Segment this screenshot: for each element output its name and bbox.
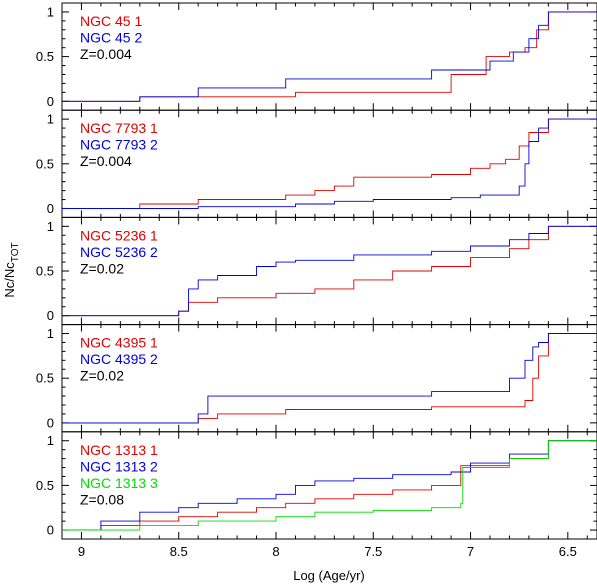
y-axis-title-main: Nc/Nc bbox=[2, 262, 17, 298]
legend-label-2: NGC 1313 2 bbox=[80, 458, 158, 474]
y-tick-label-0.5: 0.5 bbox=[36, 264, 54, 279]
y-tick-label-1: 1 bbox=[47, 112, 54, 127]
legend-label-3: Z=0.004 bbox=[80, 153, 132, 169]
series-line-2 bbox=[62, 225, 597, 317]
series-line-2 bbox=[62, 440, 597, 531]
y-tick-label-0.5: 0.5 bbox=[36, 478, 54, 493]
legend-label-2: NGC 45 2 bbox=[80, 30, 142, 46]
legend-label-2: NGC 4395 2 bbox=[80, 351, 158, 367]
series-line-1 bbox=[62, 440, 597, 531]
legend-label-1: NGC 45 1 bbox=[80, 13, 142, 29]
legend-label-4: Z=0.08 bbox=[80, 491, 124, 507]
legend-label-1: NGC 4395 1 bbox=[80, 335, 158, 351]
x-tick-label-8: 8 bbox=[272, 544, 279, 559]
legend-label-3: Z=0.02 bbox=[80, 368, 124, 384]
y-tick-label-0: 0 bbox=[47, 523, 54, 538]
x-axis-tick-labels: 9 8.5 8 7.5 7 6.5 bbox=[78, 544, 577, 559]
legend-label-3: Z=0.004 bbox=[80, 46, 132, 62]
y-tick-label-0.5: 0.5 bbox=[36, 156, 54, 171]
y-axis-title: Nc/NcTOT bbox=[2, 242, 21, 297]
series-line-1 bbox=[62, 118, 597, 209]
y-tick-label-1: 1 bbox=[47, 4, 54, 19]
y-tick-label-1: 1 bbox=[47, 219, 54, 234]
series-line-2 bbox=[62, 11, 597, 102]
legend-label-3: Z=0.02 bbox=[80, 260, 124, 276]
series-line-1 bbox=[62, 11, 597, 102]
y-tick-label-1: 1 bbox=[47, 326, 54, 341]
y-axis-title-subscript: TOT bbox=[10, 242, 21, 262]
y-tick-label-0: 0 bbox=[47, 94, 54, 109]
y-tick-label-0: 0 bbox=[47, 308, 54, 323]
series-line-3 bbox=[62, 440, 597, 531]
series-line-1 bbox=[62, 225, 597, 317]
legend-label-1: NGC 1313 1 bbox=[80, 442, 158, 458]
y-tick-label-0: 0 bbox=[47, 201, 54, 216]
legend-label-1: NGC 7793 1 bbox=[80, 120, 158, 136]
legend-label-2: NGC 7793 2 bbox=[80, 137, 158, 153]
legend-label-1: NGC 5236 1 bbox=[80, 227, 158, 243]
x-tick-label-9: 9 bbox=[78, 544, 85, 559]
x-tick-label-8.5: 8.5 bbox=[170, 544, 188, 559]
x-axis-title: Log (Age/yr) bbox=[293, 568, 365, 583]
x-tick-label-7: 7 bbox=[467, 544, 474, 559]
series-line-2 bbox=[62, 333, 597, 424]
panel-frame bbox=[61, 2, 597, 111]
series-line-1 bbox=[62, 333, 597, 424]
x-tick-label-6.5: 6.5 bbox=[559, 544, 577, 559]
legend-label-2: NGC 5236 2 bbox=[80, 244, 158, 260]
series-line-2 bbox=[62, 118, 597, 209]
legend-label-3: NGC 1313 3 bbox=[80, 475, 158, 491]
y-tick-label-0.5: 0.5 bbox=[36, 49, 54, 64]
y-tick-label-0.5: 0.5 bbox=[36, 371, 54, 386]
x-tick-label-7.5: 7.5 bbox=[364, 544, 382, 559]
y-tick-label-0: 0 bbox=[47, 415, 54, 430]
y-tick-label-1: 1 bbox=[47, 433, 54, 448]
